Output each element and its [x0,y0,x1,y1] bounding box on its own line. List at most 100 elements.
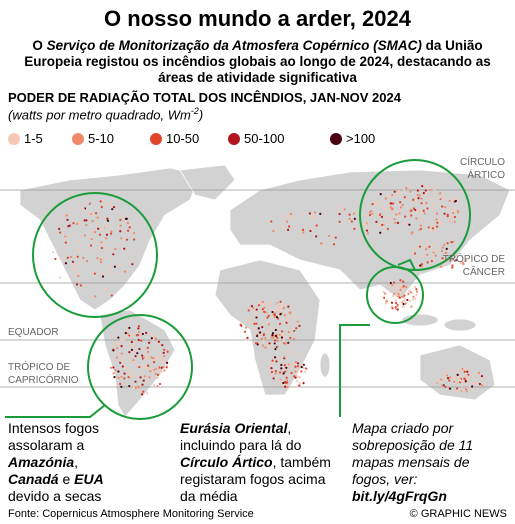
fire-dot [416,193,419,197]
fire-dot [359,236,362,240]
fire-dot [121,365,124,368]
fire-dot [418,245,422,248]
fire-dot [468,369,471,372]
fire-dot [385,302,388,305]
fire-dot [125,367,128,370]
fire-dot [409,291,412,294]
fire-dot [379,193,382,196]
fire-dot [145,331,148,334]
fire-dot [415,288,418,291]
fire-dot [274,372,277,375]
fire-dot [430,230,433,233]
fire-dot [451,376,454,379]
fire-dot [275,316,279,319]
fire-dot [77,274,80,278]
fire-dot [454,199,458,203]
fire-dot [95,222,98,225]
fire-dot [422,209,425,212]
fire-dot [393,288,396,291]
fire-dot [384,197,387,200]
fire-dot [396,193,399,196]
fire-dot [450,240,453,244]
fire-dot [127,376,130,379]
fire-dot [72,263,75,266]
fire-dot [124,364,127,368]
fire-dot [110,249,113,252]
fire-dot [271,359,274,362]
fire-dot [272,230,275,233]
fire-dot [413,247,416,251]
fire-dot [102,252,106,255]
fire-dot [302,231,305,234]
fire-dot [67,225,70,228]
fire-dot [266,316,269,319]
fire-dot [279,313,282,316]
fire-dot [290,327,294,331]
fire-dot [382,221,385,224]
fire-dot [407,292,410,295]
fire-dot [151,333,155,336]
fire-dot [271,310,274,314]
fire-dot [396,304,399,308]
fire-dot [405,285,408,289]
fire-dot [402,280,405,283]
fire-dot [107,224,110,227]
fire-dot [284,304,288,307]
fire-dot [398,296,401,299]
fire-dot [332,243,336,246]
fire-dot [85,259,89,263]
fire-dot [106,219,110,222]
fire-dot [413,252,417,255]
fire-dot [457,211,460,214]
fire-dot [286,379,289,382]
fire-dot [100,241,103,244]
fire-dot [85,223,88,227]
fire-dot [410,214,413,217]
fire-dot [371,212,374,215]
legend-swatch [150,132,162,145]
fire-dot [150,337,153,340]
fire-dot [143,375,146,378]
fire-dot [289,315,292,318]
fire-dot [137,248,140,252]
fire-dot [246,336,249,340]
text-part: O [32,38,47,53]
fire-dot [156,366,159,369]
fire-dot [420,210,423,213]
fire-dot [78,221,81,224]
fire-dot [478,382,481,386]
fire-dot [264,304,267,307]
fire-dot [128,368,131,371]
fire-dot [391,193,394,197]
fire-dot [275,360,278,363]
fire-dot [146,346,149,349]
text-part: Círculo Ártico [180,454,273,470]
fire-dot [312,215,315,218]
fire-dot [269,301,273,304]
fire-dot [112,366,115,369]
fire-dot [102,226,105,229]
fire-dot [365,214,369,218]
fire-dot [287,214,290,218]
fire-dot [129,374,132,378]
fire-dot [97,227,100,230]
fire-dot [277,224,280,227]
fire-dot [255,322,258,325]
fire-dot [117,376,120,379]
fire-dot [442,372,445,375]
fire-dot [269,344,272,347]
fire-dot [119,263,122,267]
fire-dot [247,309,250,312]
fire-dot [109,202,112,205]
fire-dot [283,364,287,367]
fire-dot [380,223,384,227]
fire-dot [467,381,470,384]
fire-dot [132,344,136,348]
fire-dot [71,207,74,210]
fire-dot [276,345,279,348]
fire-dot [106,256,110,260]
fire-dot [64,241,67,244]
fire-dot [274,375,277,378]
fire-dot [338,205,341,208]
fire-dot [95,249,98,253]
